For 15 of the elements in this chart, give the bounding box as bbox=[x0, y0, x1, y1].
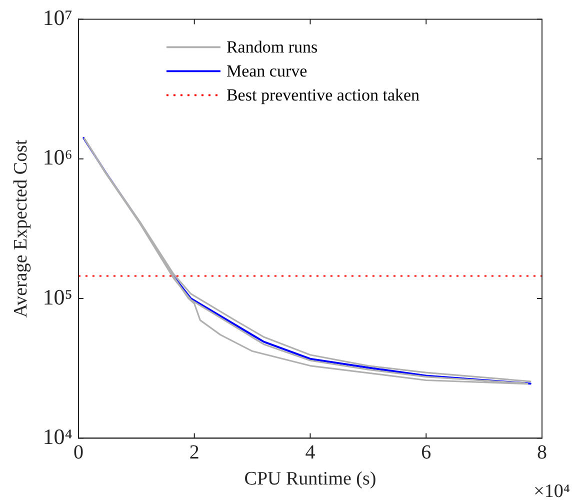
x-tick-label: 6 bbox=[421, 441, 432, 464]
text: ×10⁴ bbox=[534, 481, 570, 502]
y-axis-title: Average Expected Cost bbox=[10, 138, 32, 318]
legend-label: Best preventive action taken bbox=[226, 86, 420, 105]
legend-label: Random runs bbox=[226, 38, 318, 57]
y-tick-label: 10⁴ bbox=[42, 424, 73, 449]
y-tick-label: 10⁵ bbox=[42, 284, 72, 310]
x-axis-title: CPU Runtime (s) bbox=[244, 468, 376, 490]
x-tick-label: 8 bbox=[537, 441, 547, 464]
y-tick-label: 10⁶ bbox=[42, 144, 72, 170]
x-tick-label: 0 bbox=[73, 441, 84, 464]
y-tick-label: 10⁷ bbox=[42, 4, 72, 30]
x-tick-label: 4 bbox=[305, 441, 316, 464]
x-tick-label: 2 bbox=[189, 441, 200, 464]
legend-label: Mean curve bbox=[226, 62, 308, 81]
